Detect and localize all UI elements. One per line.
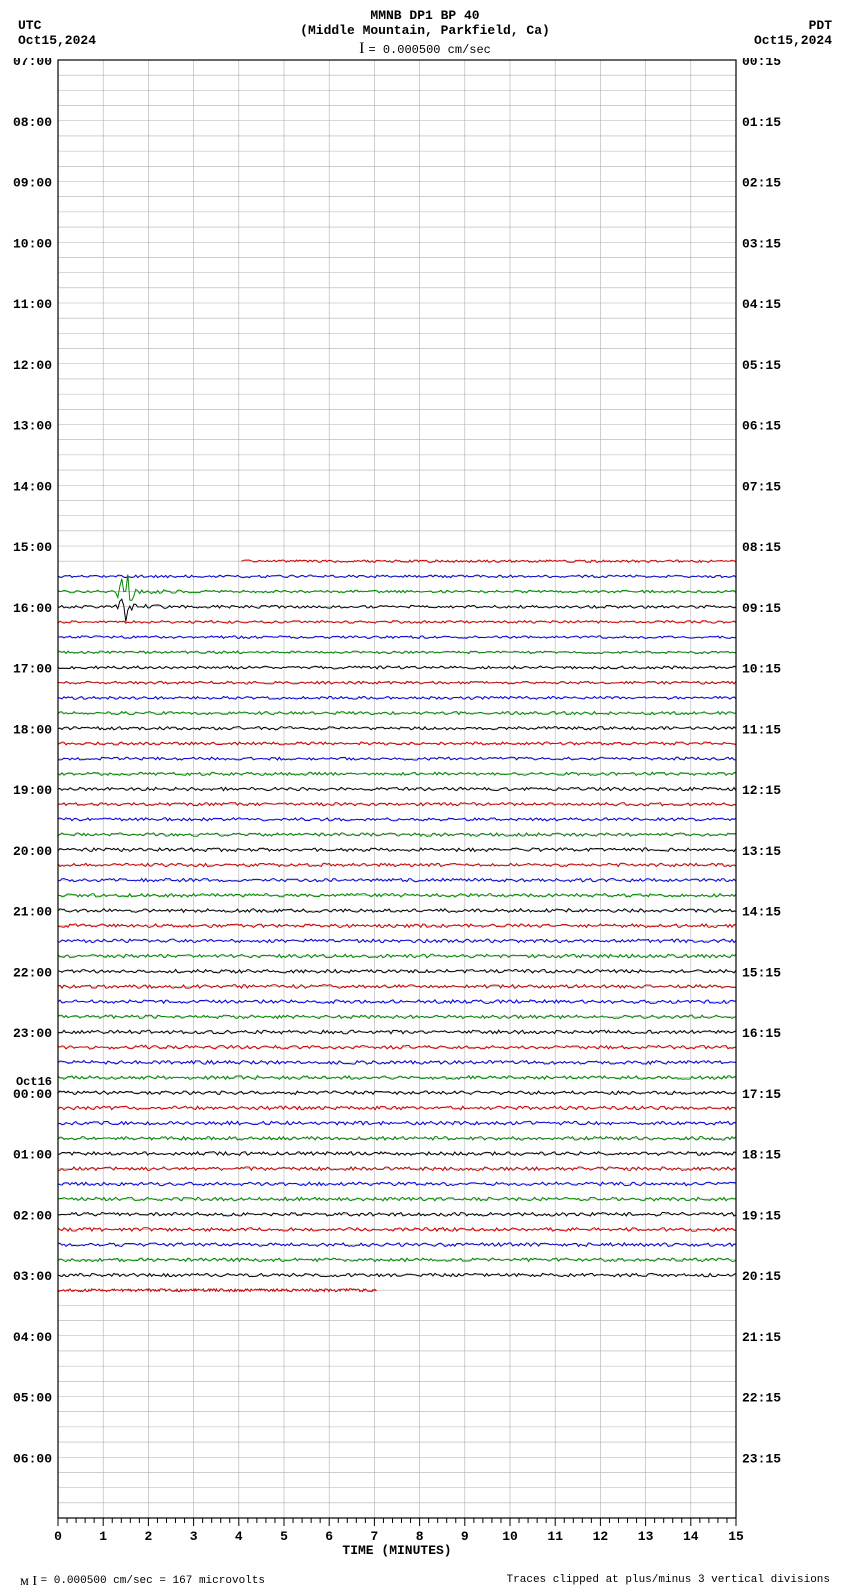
svg-text:03:00: 03:00 — [13, 1269, 52, 1284]
svg-text:22:15: 22:15 — [742, 1391, 781, 1406]
svg-text:07:00: 07:00 — [13, 58, 52, 69]
svg-text:17:00: 17:00 — [13, 662, 52, 677]
svg-text:00:15: 00:15 — [742, 58, 781, 69]
svg-text:08:15: 08:15 — [742, 540, 781, 555]
svg-text:05:00: 05:00 — [13, 1391, 52, 1406]
pdt-label: PDT Oct15,2024 — [754, 18, 832, 48]
svg-text:12:15: 12:15 — [742, 783, 781, 798]
svg-text:13: 13 — [638, 1529, 654, 1544]
utc-label: UTC Oct15,2024 — [18, 18, 96, 48]
svg-text:19:15: 19:15 — [742, 1208, 781, 1223]
svg-text:7: 7 — [370, 1529, 378, 1544]
svg-text:10:00: 10:00 — [13, 236, 52, 251]
svg-text:10: 10 — [502, 1529, 518, 1544]
seismogram-container: UTC Oct15,2024 PDT Oct15,2024 MMNB DP1 B… — [0, 0, 850, 1584]
svg-text:09:15: 09:15 — [742, 601, 781, 616]
svg-text:03:15: 03:15 — [742, 236, 781, 251]
footer-left: ᴍ I = 0.000500 cm/sec = 167 microvolts — [20, 1574, 265, 1590]
svg-text:13:00: 13:00 — [13, 419, 52, 434]
svg-text:19:00: 19:00 — [13, 783, 52, 798]
svg-text:05:15: 05:15 — [742, 358, 781, 373]
svg-text:16:15: 16:15 — [742, 1026, 781, 1041]
svg-text:9: 9 — [461, 1529, 469, 1544]
svg-text:04:00: 04:00 — [13, 1330, 52, 1345]
svg-text:23:00: 23:00 — [13, 1026, 52, 1041]
svg-text:21:15: 21:15 — [742, 1330, 781, 1345]
svg-text:2: 2 — [144, 1529, 152, 1544]
svg-text:01:00: 01:00 — [13, 1148, 52, 1163]
svg-text:11:15: 11:15 — [742, 722, 781, 737]
svg-text:14:15: 14:15 — [742, 905, 781, 920]
svg-text:8: 8 — [416, 1529, 424, 1544]
svg-text:18:15: 18:15 — [742, 1148, 781, 1163]
svg-text:15: 15 — [728, 1529, 744, 1544]
svg-text:01:15: 01:15 — [742, 115, 781, 130]
svg-text:18:00: 18:00 — [13, 722, 52, 737]
svg-text:3: 3 — [190, 1529, 198, 1544]
chart-title: MMNB DP1 BP 40 (Middle Mountain, Parkfie… — [0, 0, 850, 38]
svg-text:08:00: 08:00 — [13, 115, 52, 130]
footer-right: Traces clipped at plus/minus 3 vertical … — [507, 1574, 830, 1590]
svg-text:TIME (MINUTES): TIME (MINUTES) — [342, 1543, 451, 1558]
svg-text:02:00: 02:00 — [13, 1208, 52, 1223]
svg-text:09:00: 09:00 — [13, 176, 52, 191]
svg-text:6: 6 — [325, 1529, 333, 1544]
svg-text:10:15: 10:15 — [742, 662, 781, 677]
svg-text:4: 4 — [235, 1529, 243, 1544]
svg-text:21:00: 21:00 — [13, 905, 52, 920]
svg-text:11: 11 — [547, 1529, 563, 1544]
footer: ᴍ I = 0.000500 cm/sec = 167 microvolts T… — [0, 1574, 850, 1590]
svg-text:15:00: 15:00 — [13, 540, 52, 555]
svg-text:06:00: 06:00 — [13, 1451, 52, 1466]
svg-text:14: 14 — [683, 1529, 699, 1544]
svg-text:16:00: 16:00 — [13, 601, 52, 616]
svg-text:00:00: 00:00 — [13, 1087, 52, 1102]
svg-text:22:00: 22:00 — [13, 965, 52, 980]
svg-text:06:15: 06:15 — [742, 419, 781, 434]
svg-text:14:00: 14:00 — [13, 479, 52, 494]
svg-text:20:15: 20:15 — [742, 1269, 781, 1284]
svg-text:23:15: 23:15 — [742, 1451, 781, 1466]
svg-text:15:15: 15:15 — [742, 965, 781, 980]
svg-text:13:15: 13:15 — [742, 844, 781, 859]
seismogram-plot: 07:00 00:15 08:00 01:15 09:00 02:15 10:00 03:15… — [0, 58, 850, 1568]
svg-text:07:15: 07:15 — [742, 479, 781, 494]
svg-text:02:15: 02:15 — [742, 176, 781, 191]
svg-text:12: 12 — [593, 1529, 609, 1544]
svg-text:20:00: 20:00 — [13, 844, 52, 859]
svg-text:Oct16: Oct16 — [16, 1075, 52, 1089]
svg-text:12:00: 12:00 — [13, 358, 52, 373]
svg-text:0: 0 — [54, 1529, 62, 1544]
svg-text:11:00: 11:00 — [13, 297, 52, 312]
svg-text:04:15: 04:15 — [742, 297, 781, 312]
svg-text:5: 5 — [280, 1529, 288, 1544]
svg-text:17:15: 17:15 — [742, 1087, 781, 1102]
scale-note: I = 0.000500 cm/sec — [0, 40, 850, 58]
svg-text:1: 1 — [99, 1529, 107, 1544]
